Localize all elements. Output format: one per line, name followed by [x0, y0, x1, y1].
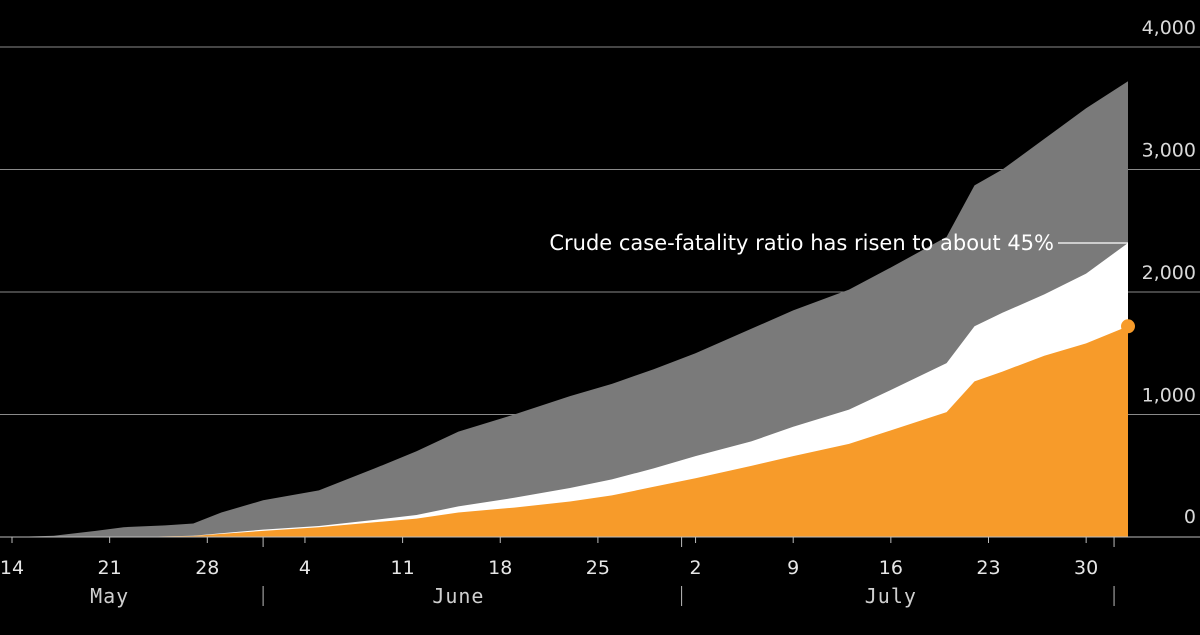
x-tick-label: 16 — [879, 557, 903, 579]
month-label: May — [90, 584, 129, 608]
x-axis-baseline — [0, 536, 1200, 606]
x-tick-label: 11 — [391, 557, 415, 579]
month-label: June — [432, 584, 484, 608]
y-tick-label: 0 — [1184, 506, 1196, 528]
area-series — [12, 81, 1128, 538]
x-tick-label: 4 — [299, 557, 311, 579]
x-tick-label: 23 — [976, 557, 1000, 579]
y-tick-label: 2,000 — [1142, 262, 1196, 284]
month-labels: May June July — [90, 584, 917, 608]
x-tick-label: 14 — [0, 557, 24, 579]
y-tick-label: 3,000 — [1142, 140, 1196, 162]
y-tick-label: 1,000 — [1142, 385, 1196, 407]
x-tick-label: 25 — [586, 557, 610, 579]
area-series-2 — [12, 326, 1128, 537]
x-tick-label: 28 — [195, 557, 219, 579]
x-tick-labels: 14 21 28 4 11 18 25 2 9 16 23 30 — [0, 537, 1098, 579]
end-point-marker — [1121, 319, 1135, 334]
annotation-text: Crude case-fatality ratio has risen to a… — [549, 231, 1054, 255]
x-tick-label: 18 — [488, 557, 512, 579]
x-tick-label: 9 — [787, 557, 799, 579]
annotation: Crude case-fatality ratio has risen to a… — [549, 231, 1135, 334]
month-label: July — [865, 584, 917, 608]
x-tick-label: 30 — [1074, 557, 1098, 579]
x-tick-label: 2 — [690, 557, 702, 579]
y-tick-labels: 0 1,000 2,000 3,000 4,000 — [1142, 17, 1196, 528]
y-tick-label: 4,000 — [1142, 17, 1196, 39]
x-tick-label: 21 — [98, 557, 122, 579]
